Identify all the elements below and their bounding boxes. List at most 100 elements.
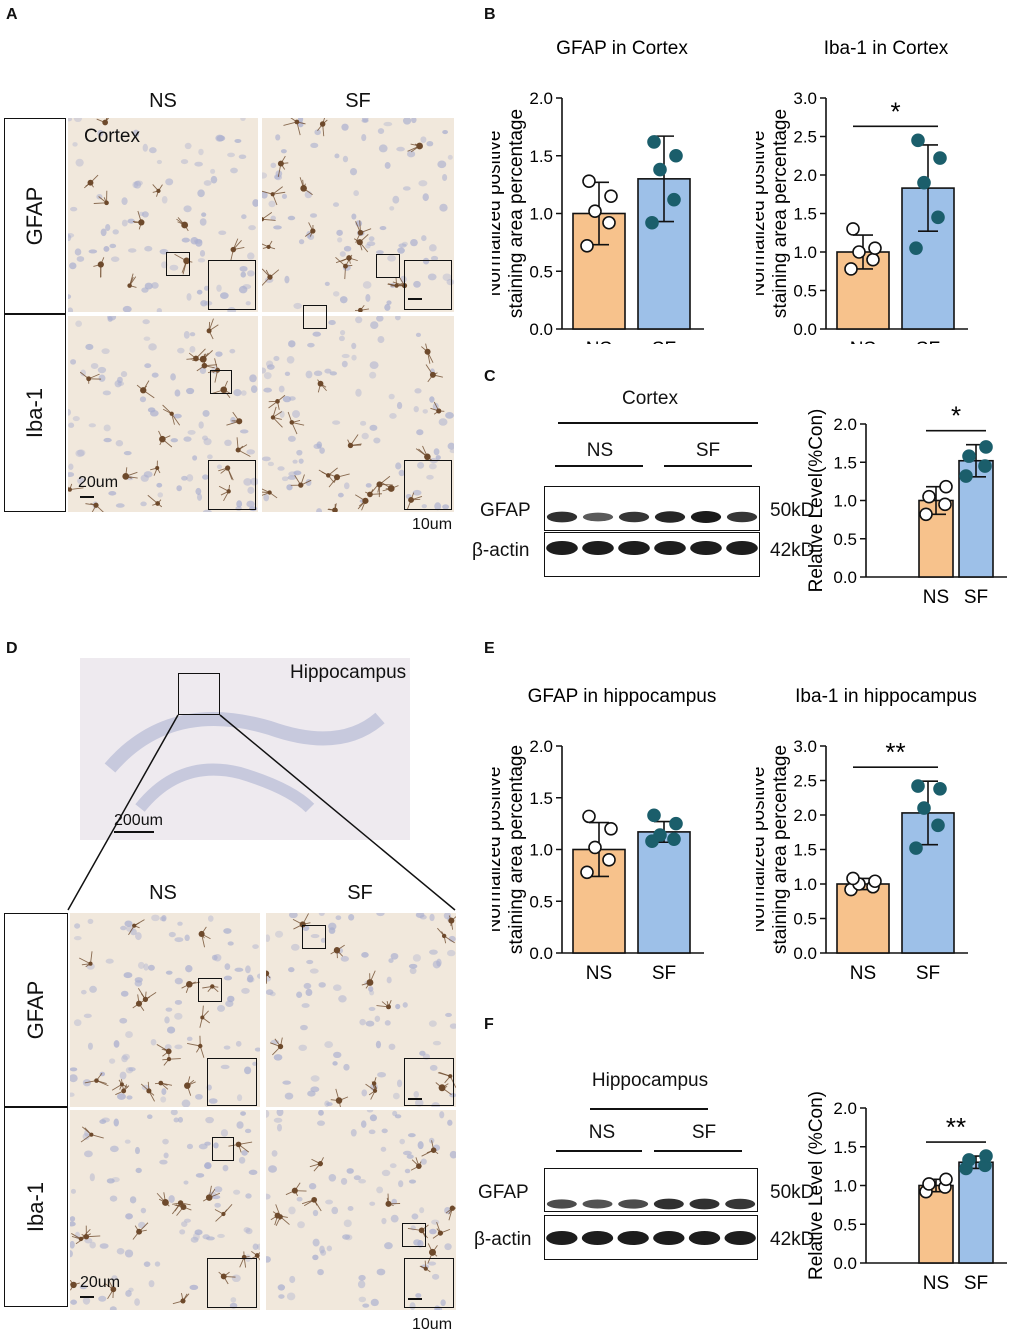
data-point bbox=[911, 133, 925, 148]
micrograph-d-sf-gfap bbox=[266, 913, 456, 1107]
y-tick-label: 2.0 bbox=[529, 89, 553, 108]
data-point bbox=[917, 801, 931, 815]
category-label: NS bbox=[923, 587, 949, 608]
y-tick-label: 0.0 bbox=[529, 944, 553, 963]
y-tick-label: 0.0 bbox=[793, 320, 817, 339]
region-label-cortex: Cortex bbox=[84, 126, 140, 147]
tissue-texture bbox=[70, 1110, 260, 1310]
data-point bbox=[931, 210, 945, 225]
data-point bbox=[667, 832, 681, 846]
roi-box bbox=[178, 673, 220, 715]
category-label: NS bbox=[586, 963, 612, 984]
wb-region-label: Hippocampus bbox=[591, 1070, 709, 1091]
actin-band bbox=[617, 1231, 649, 1245]
wb-group-ns: NS bbox=[588, 1122, 616, 1143]
y-tick-label: 0.0 bbox=[529, 320, 553, 339]
wb-label-actin: β-actin bbox=[474, 1229, 532, 1250]
data-point bbox=[959, 469, 973, 483]
y-tick-label: 1.5 bbox=[793, 841, 817, 860]
micrograph-a-ns-gfap bbox=[68, 118, 258, 312]
row-label-gfap: GFAP bbox=[4, 118, 66, 314]
scale-bar bbox=[408, 1298, 422, 1300]
chart-e-gfap: GFAP in hippocampus Normalized positivest… bbox=[492, 686, 717, 984]
significance-marker: ** bbox=[885, 737, 905, 767]
inset-zoom bbox=[404, 1258, 454, 1308]
bar-sf bbox=[637, 178, 691, 330]
data-point bbox=[653, 828, 667, 842]
gfap-band bbox=[654, 511, 686, 523]
micrograph-a-ns-iba1 bbox=[68, 316, 258, 512]
actin-band bbox=[582, 541, 614, 555]
micrograph-d-ns-gfap bbox=[70, 913, 260, 1107]
data-point bbox=[911, 779, 925, 793]
data-point bbox=[933, 151, 947, 165]
bar-ns bbox=[836, 883, 890, 954]
inset-zoom bbox=[207, 1258, 257, 1308]
data-point bbox=[846, 222, 860, 236]
chart-title: GFAP in hippocampus bbox=[528, 686, 717, 707]
y-tick-label: 2.0 bbox=[833, 415, 857, 434]
actin-band bbox=[654, 541, 686, 555]
row-label-gfap: GFAP bbox=[4, 913, 68, 1107]
chart-title: Iba-1 in Cortex bbox=[824, 38, 949, 59]
actin-band bbox=[546, 1231, 578, 1245]
scale-label-main: 20um bbox=[80, 1274, 121, 1291]
roi-box bbox=[198, 978, 222, 1002]
wb-group-line bbox=[555, 465, 643, 467]
roi-box bbox=[212, 1137, 234, 1161]
scale-bar bbox=[80, 496, 94, 498]
roi-box bbox=[302, 925, 326, 949]
y-tick-label: 1.5 bbox=[833, 453, 857, 472]
scale-label-inset: 10um bbox=[412, 1316, 453, 1333]
y-axis-label: Normalized positivestaining area percent… bbox=[756, 745, 791, 954]
y-tick-label: 2.0 bbox=[833, 1099, 857, 1118]
y-tick-label: 1.0 bbox=[529, 841, 553, 860]
y-axis-label: Normalized positivestaining area percent… bbox=[756, 109, 791, 318]
data-point bbox=[604, 822, 618, 836]
data-point bbox=[919, 507, 933, 522]
y-tick-label: 0.0 bbox=[833, 568, 857, 587]
data-point bbox=[669, 816, 683, 831]
y-tick-label: 0.5 bbox=[529, 262, 553, 281]
data-point bbox=[979, 440, 993, 454]
data-point bbox=[939, 479, 953, 494]
actin-band bbox=[726, 541, 758, 555]
data-point bbox=[922, 1177, 936, 1191]
scale-label-inset: 10um bbox=[412, 516, 453, 533]
category-label: NS bbox=[923, 1273, 949, 1294]
wb-group-sf: SF bbox=[695, 440, 721, 461]
scale-label-overview: 200um bbox=[114, 812, 163, 829]
wb-group-line bbox=[654, 1150, 742, 1152]
data-point bbox=[602, 215, 616, 230]
scale-bar bbox=[408, 298, 422, 300]
tissue-texture bbox=[262, 316, 454, 512]
y-tick-label: 1.0 bbox=[793, 243, 817, 262]
actin-band bbox=[690, 541, 722, 555]
data-point bbox=[866, 252, 880, 267]
wb-size-42kd: 42kD bbox=[770, 540, 815, 561]
y-tick-label: 1.5 bbox=[793, 205, 817, 224]
y-tick-label: 1.0 bbox=[833, 1177, 857, 1196]
roi-box bbox=[303, 305, 327, 329]
roi-box bbox=[210, 370, 232, 394]
tissue-texture bbox=[70, 913, 260, 1107]
tissue-texture bbox=[262, 118, 454, 312]
y-tick-label: 1.5 bbox=[833, 1138, 857, 1157]
inset-zoom bbox=[208, 460, 256, 510]
y-tick-label: 1.5 bbox=[529, 147, 553, 166]
inset-zoom bbox=[208, 260, 256, 310]
y-tick-label: 2.5 bbox=[793, 128, 817, 147]
gfap-band bbox=[653, 1198, 684, 1210]
chart-b-iba1: Iba-1 in Cortex Normalized positivestaini… bbox=[756, 38, 968, 344]
y-axis-label: Normalized positivestaining area percent… bbox=[492, 109, 527, 318]
data-point bbox=[852, 245, 866, 259]
actin-band bbox=[546, 541, 578, 555]
tissue-texture bbox=[80, 658, 410, 840]
data-point bbox=[580, 865, 594, 880]
y-tick-label: 0.5 bbox=[529, 892, 553, 911]
gfap-band bbox=[689, 1198, 720, 1210]
data-point bbox=[580, 239, 594, 253]
panel-label-b: B bbox=[484, 6, 496, 23]
gfap-band bbox=[582, 1199, 613, 1209]
roi-box bbox=[376, 254, 400, 278]
